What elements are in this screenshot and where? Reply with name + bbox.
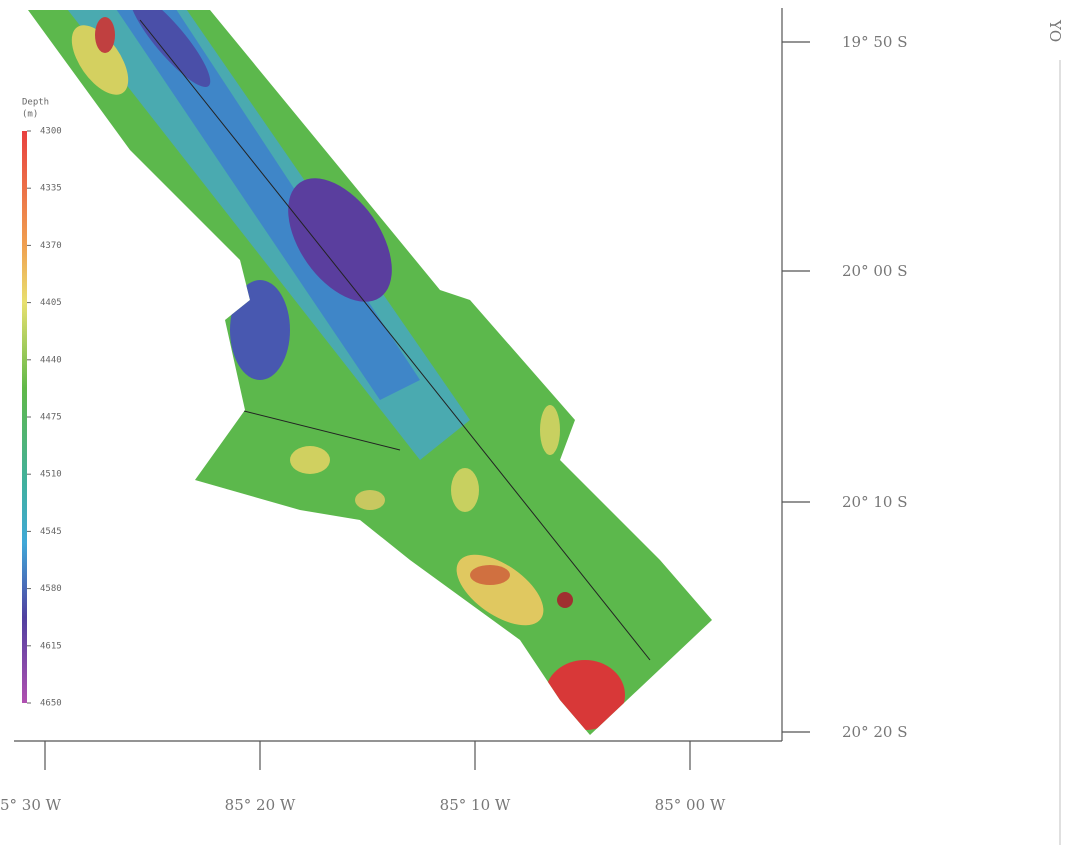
lat-label: 20° 10 S [842,493,908,511]
colorbar-tick-label: 4615 [40,641,62,651]
colorbar-tick-label: 4510 [40,470,62,480]
lon-label: 5° 30 W [0,796,62,814]
colorbar-tick-label: 4440 [40,355,62,365]
colorbar-tick-label: 4475 [40,413,62,423]
colorbar-title: Depth [22,98,49,108]
colorbar-tick-label: 4545 [40,527,62,537]
lon-label: 85° 10 W [440,796,511,814]
colorbar-tick-label: 4650 [40,699,62,709]
lon-label: 85° 00 W [655,796,726,814]
corner-label: YO [1046,19,1064,42]
bathymetry-swath [0,0,800,760]
colorbar-tick-label: 4405 [40,298,62,308]
colorbar-unit: (m) [22,110,38,120]
colorbar-tick-label: 4300 [40,127,62,137]
colorbar-tick-label: 4370 [40,241,62,251]
map-figure: 19° 50 S 20° 00 S 20° 10 S 20° 20 S 5° 3… [0,0,1068,850]
lat-label: 20° 20 S [842,723,908,741]
lon-label: 85° 20 W [225,796,296,814]
colorbar-tick-label: 4580 [40,584,62,594]
colorbar-tick-label: 4335 [40,184,62,194]
lat-label: 19° 50 S [842,33,908,51]
colorbar [22,131,27,703]
lat-label: 20° 00 S [842,262,908,280]
